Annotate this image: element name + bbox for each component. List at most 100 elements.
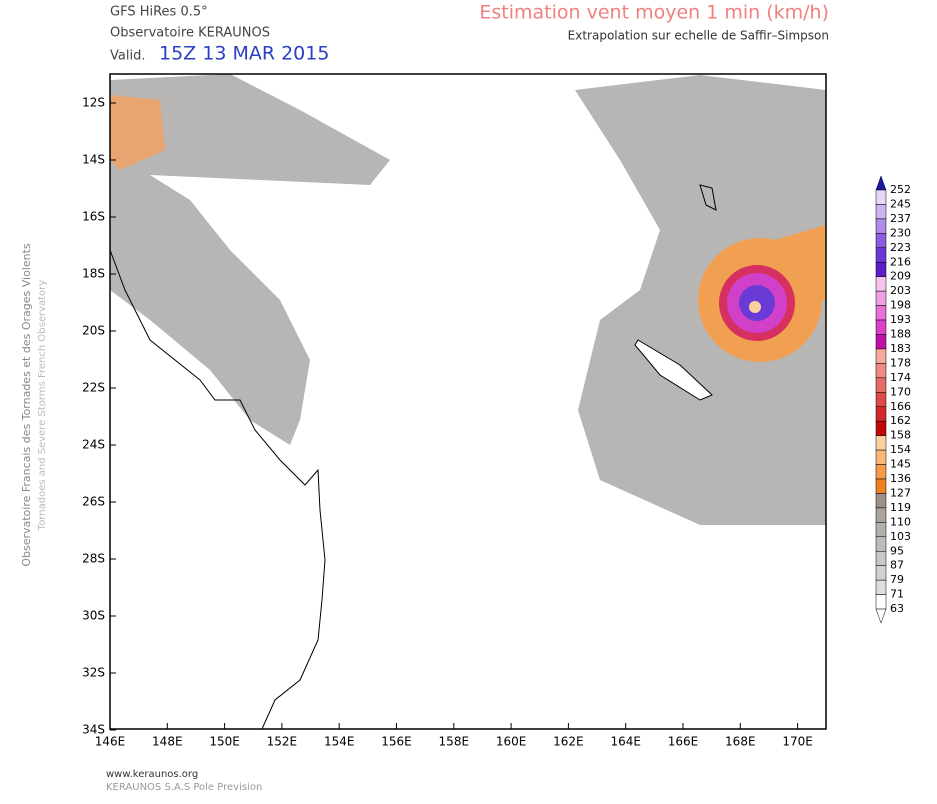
lon-label: 166E [668, 735, 699, 749]
lon-label: 160E [496, 735, 527, 749]
colorbar-label: 103 [890, 530, 911, 543]
colorbar-swatch [875, 420, 887, 436]
lon-label: 162E [553, 735, 584, 749]
coastline [110, 249, 326, 729]
coastline [634, 339, 713, 401]
lat-label: 20S [82, 324, 105, 338]
colorbar-label: 188 [890, 328, 911, 341]
lat-label: 14S [82, 153, 105, 167]
colorbar-label: 63 [890, 602, 904, 615]
lat-label: 24S [82, 438, 105, 452]
colorbar-swatch [875, 363, 887, 379]
lat-label: 32S [82, 666, 105, 680]
cyclone-eye [749, 301, 761, 313]
lon-label: 146E [95, 735, 126, 749]
colorbar-cap [875, 175, 887, 191]
side-text: Tornadoes and Severe Storms French Obser… [37, 280, 48, 531]
colorbar-swatch [875, 392, 887, 407]
colorbar-label: 95 [890, 544, 904, 557]
colorbar-label: 237 [890, 212, 911, 225]
lon-label: 150E [209, 735, 240, 749]
valid-label: Valid. [110, 49, 145, 64]
colorbar-swatch [875, 233, 887, 249]
lon-label: 168E [725, 735, 756, 749]
colorbar-label: 79 [890, 573, 904, 586]
colorbar-swatch [875, 464, 887, 480]
colorbar-swatch [875, 579, 887, 595]
colorbar-label: 245 [890, 197, 911, 210]
colorbar-label: 136 [890, 472, 911, 485]
lat-label: 12S [82, 96, 105, 110]
coastline [699, 184, 717, 211]
footer-company: KERAUNOS S.A.S Pole Prevision [106, 782, 262, 793]
colorbar-label: 230 [890, 226, 911, 239]
lon-label: 156E [381, 735, 412, 749]
lon-label: 154E [324, 735, 355, 749]
colorbar-label: 203 [890, 284, 911, 297]
lat-label: 28S [82, 552, 105, 566]
model: GFS HiRes 0.5° [110, 5, 208, 20]
colorbar-swatch [875, 377, 887, 393]
colorbar-swatch [875, 565, 887, 581]
footer-url: www.keraunos.org [106, 769, 198, 780]
colorbar-swatch [875, 276, 887, 292]
colorbar-swatch [875, 334, 887, 350]
title: Estimation vent moyen 1 min (km/h) [479, 2, 829, 24]
colorbar-label: 198 [890, 299, 911, 312]
colorbar-label: 216 [890, 255, 911, 268]
valid-time: 15Z 13 MAR 2015 [159, 43, 329, 65]
axes: 12S 14S 16S 18S 20S 22S 24S 26S 28S 30S 32S 34S146E… [82, 96, 813, 749]
colorbar-label: 127 [890, 486, 911, 499]
lon-label: 164E [610, 735, 641, 749]
colorbar-label: 252 [890, 183, 911, 196]
colorbar-label: 174 [890, 371, 911, 384]
lon-label: 170E [782, 735, 813, 749]
cyclone-field [740, 225, 826, 300]
colorbar-swatch [875, 406, 887, 422]
lat-label: 26S [82, 495, 105, 509]
colorbar-swatch [875, 189, 887, 205]
colorbar-label: 119 [890, 501, 911, 514]
colorbar-label: 158 [890, 429, 911, 442]
colorbar-swatch [875, 218, 887, 234]
map [109, 73, 827, 730]
lon-label: 148E [152, 735, 183, 749]
lat-label: 30S [82, 609, 105, 623]
colorbar-label: 110 [890, 515, 911, 528]
colorbar-swatch [875, 305, 887, 321]
colorbar-swatch [875, 493, 887, 509]
colorbar-label: 87 [890, 559, 904, 572]
subtitle: Extrapolation sur echelle de Saffir–Simp… [568, 29, 829, 43]
colorbar-swatch [875, 204, 887, 220]
map-frame [109, 73, 827, 730]
colorbar-swatch [875, 536, 887, 552]
colorbar-swatch [875, 551, 887, 566]
colorbar-label: 209 [890, 270, 911, 283]
cyclone-field [110, 95, 165, 170]
colorbar-swatch [875, 449, 887, 465]
source: Observatoire KERAUNOS [110, 26, 270, 41]
colorbar-label: 193 [890, 313, 911, 326]
colorbar-swatch [875, 348, 887, 364]
colorbar-swatch [875, 594, 887, 610]
colorbar-label: 166 [890, 400, 911, 413]
colorbar-swatch [875, 319, 887, 335]
colorbar-label: 71 [890, 588, 904, 601]
lat-label: 18S [82, 267, 105, 281]
lat-label: 34S [82, 723, 105, 737]
side-text: Observatoire Francais des Tornades et de… [20, 243, 33, 567]
colorbar-swatch [875, 507, 887, 523]
colorbar-label: 170 [890, 385, 911, 398]
colorbar-label: 162 [890, 414, 911, 427]
colorbar-swatch [875, 262, 887, 277]
lat-label: 16S [82, 210, 105, 224]
colorbar-swatch [875, 478, 887, 494]
colorbar-label: 145 [890, 458, 911, 471]
colorbar-swatch [875, 290, 887, 306]
colorbar-label: 183 [890, 342, 911, 355]
colorbar-swatch [875, 435, 887, 451]
lon-label: 158E [439, 735, 470, 749]
colorbar-swatch [875, 247, 887, 263]
